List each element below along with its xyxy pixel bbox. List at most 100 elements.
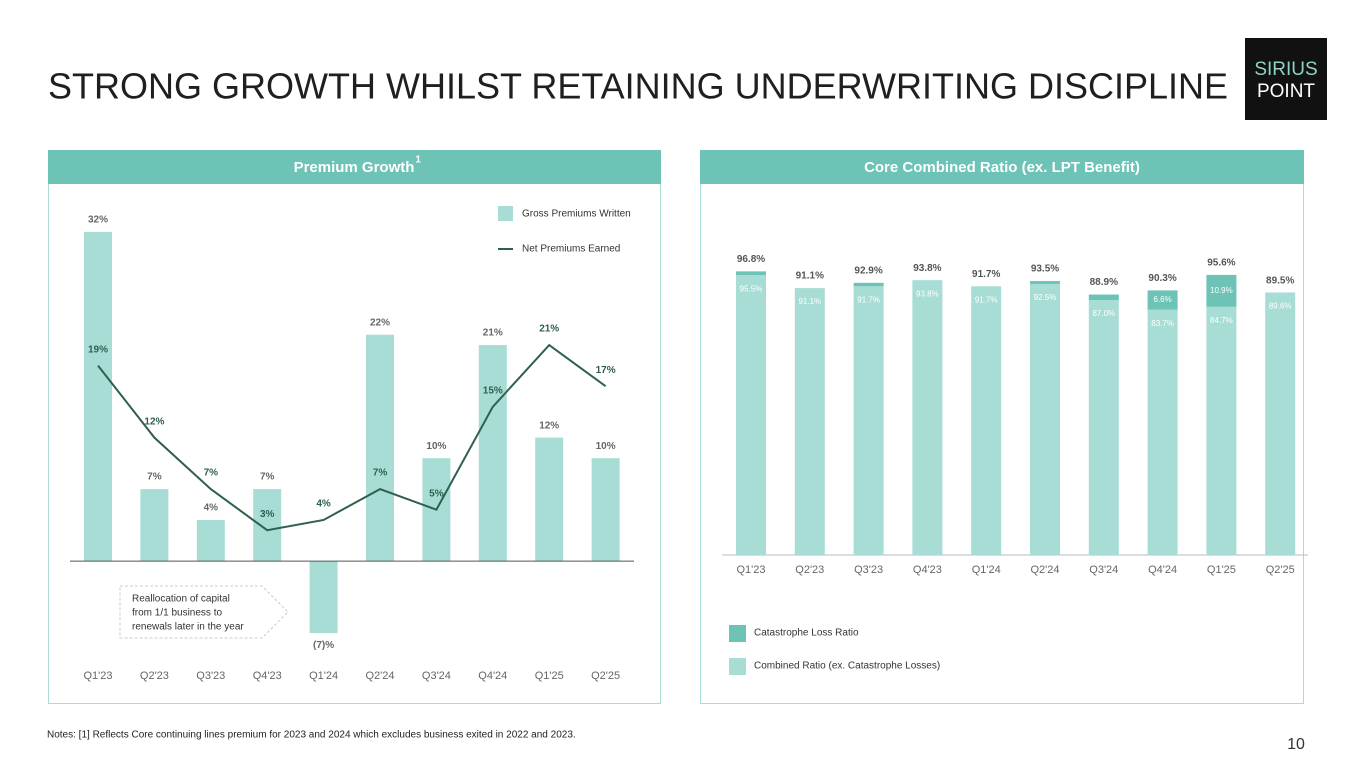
total-label: 95.6% xyxy=(1207,258,1235,269)
legend-label: Gross Premiums Written xyxy=(522,209,631,220)
total-label: 90.3% xyxy=(1148,273,1176,284)
title-note: 1 xyxy=(415,155,421,166)
legend-label: Net Premiums Earned xyxy=(522,244,620,255)
total-label: 91.1% xyxy=(796,271,824,282)
x-tick-label: Q1'25 xyxy=(535,670,564,682)
line-label: 21% xyxy=(539,324,559,335)
total-label: 93.5% xyxy=(1031,264,1059,275)
x-tick-label: Q2'24 xyxy=(365,670,394,682)
segment-label: 92.5% xyxy=(1034,293,1057,302)
x-tick-label: Q4'23 xyxy=(913,564,942,576)
x-tick-label: Q2'23 xyxy=(795,564,824,576)
bar-label: 12% xyxy=(539,420,559,431)
segment-label: 83.7% xyxy=(1151,319,1174,328)
segment-label: 87.0% xyxy=(1092,309,1115,318)
total-label: 88.9% xyxy=(1090,277,1118,288)
bar-segment xyxy=(1206,306,1237,555)
bar-segment xyxy=(1265,292,1296,555)
x-tick-label: Q4'24 xyxy=(478,670,507,682)
line-label: 3% xyxy=(260,509,275,520)
x-tick-label: Q1'23 xyxy=(736,564,765,576)
bar-segment xyxy=(1147,309,1178,555)
slide-title: STRONG GROWTH WHILST RETAINING UNDERWRIT… xyxy=(48,66,1228,107)
segment-label: 89.6% xyxy=(1269,302,1292,311)
segment-label: 10.9% xyxy=(1210,286,1233,295)
x-tick-label: Q3'23 xyxy=(854,564,883,576)
bar-segment xyxy=(794,288,825,555)
line-label: 5% xyxy=(429,488,444,499)
annotation: Reallocation of capital xyxy=(132,594,230,605)
notes: Notes: [1] Reflects Core continuing line… xyxy=(47,730,576,741)
bar-segment xyxy=(853,282,884,287)
bar-label: 10% xyxy=(596,441,616,452)
x-tick-label: Q2'25 xyxy=(1266,564,1295,576)
bar-segment xyxy=(912,280,943,555)
total-label: 96.8% xyxy=(737,254,765,265)
bar-segment xyxy=(1088,294,1119,301)
segment-label: 91.7% xyxy=(857,295,880,304)
x-tick-label: Q3'23 xyxy=(196,670,225,682)
page-number: 10 xyxy=(1287,736,1305,753)
bar xyxy=(253,489,282,562)
annotation: from 1/1 business to xyxy=(132,608,222,619)
panel-header xyxy=(48,150,661,184)
legend-swatch xyxy=(729,625,746,642)
x-tick-label: Q1'25 xyxy=(1207,564,1236,576)
line xyxy=(97,343,607,532)
x-tick-label: Q2'24 xyxy=(1030,564,1059,576)
annotation-box xyxy=(119,585,289,639)
bar-segment xyxy=(736,275,766,555)
line-label: 12% xyxy=(144,416,164,427)
x-tick-label: Q4'24 xyxy=(1148,564,1177,576)
bar xyxy=(84,231,112,562)
line-label: 15% xyxy=(483,385,503,396)
total-label: 93.8% xyxy=(913,263,941,274)
segment-label: 91.1% xyxy=(798,297,821,306)
line-label: 17% xyxy=(596,365,616,376)
annotation: renewals later in the year xyxy=(132,622,244,633)
total-label: 92.9% xyxy=(854,265,882,276)
line-label: 7% xyxy=(373,468,388,479)
segment-label: 95.5% xyxy=(740,284,763,293)
bar-segment xyxy=(1030,283,1060,555)
bar-segment xyxy=(971,286,1002,555)
bar xyxy=(478,345,507,562)
segment-label: 93.8% xyxy=(916,289,939,298)
bar xyxy=(366,334,394,562)
x-tick-label: Q1'23 xyxy=(83,670,112,682)
bar-segment xyxy=(1206,274,1237,307)
bar-segment xyxy=(1088,300,1119,555)
x-tick-label: Q1'24 xyxy=(972,564,1001,576)
segment-label: 84.7% xyxy=(1210,316,1233,325)
bar-label: 7% xyxy=(147,472,162,483)
x-tick-label: Q4'23 xyxy=(253,670,282,682)
bar xyxy=(591,458,620,562)
chart-title: Core Combined Ratio (ex. LPT Benefit) xyxy=(864,159,1140,176)
legend-swatch xyxy=(729,658,746,675)
bar-label: 4% xyxy=(204,503,219,514)
chart-title: Premium Growth xyxy=(294,159,415,176)
bar xyxy=(140,489,169,562)
bar-label: 32% xyxy=(88,215,108,226)
bar-label: (7)% xyxy=(313,640,334,651)
x-tick-label: Q2'25 xyxy=(591,670,620,682)
legend-label: Catastrophe Loss Ratio xyxy=(754,628,859,639)
segment-label: 6.6% xyxy=(1153,295,1171,304)
x-tick-label: Q3'24 xyxy=(1089,564,1118,576)
segment-label: 91.7% xyxy=(975,295,998,304)
bar-label: 22% xyxy=(370,317,390,328)
line-label: 4% xyxy=(316,499,331,510)
line-label: 7% xyxy=(204,468,219,479)
bar-segment xyxy=(1030,281,1060,284)
bar xyxy=(309,561,338,634)
bar-segment xyxy=(853,286,884,555)
bar-segment xyxy=(736,271,766,276)
bar-label: 10% xyxy=(426,441,446,452)
bar-label: 21% xyxy=(483,328,503,339)
x-tick-label: Q2'23 xyxy=(140,670,169,682)
total-label: 89.5% xyxy=(1266,275,1294,286)
total-label: 91.7% xyxy=(972,269,1000,280)
legend-label: Combined Ratio (ex. Catastrophe Losses) xyxy=(754,661,940,672)
bar-label: 7% xyxy=(260,472,275,483)
